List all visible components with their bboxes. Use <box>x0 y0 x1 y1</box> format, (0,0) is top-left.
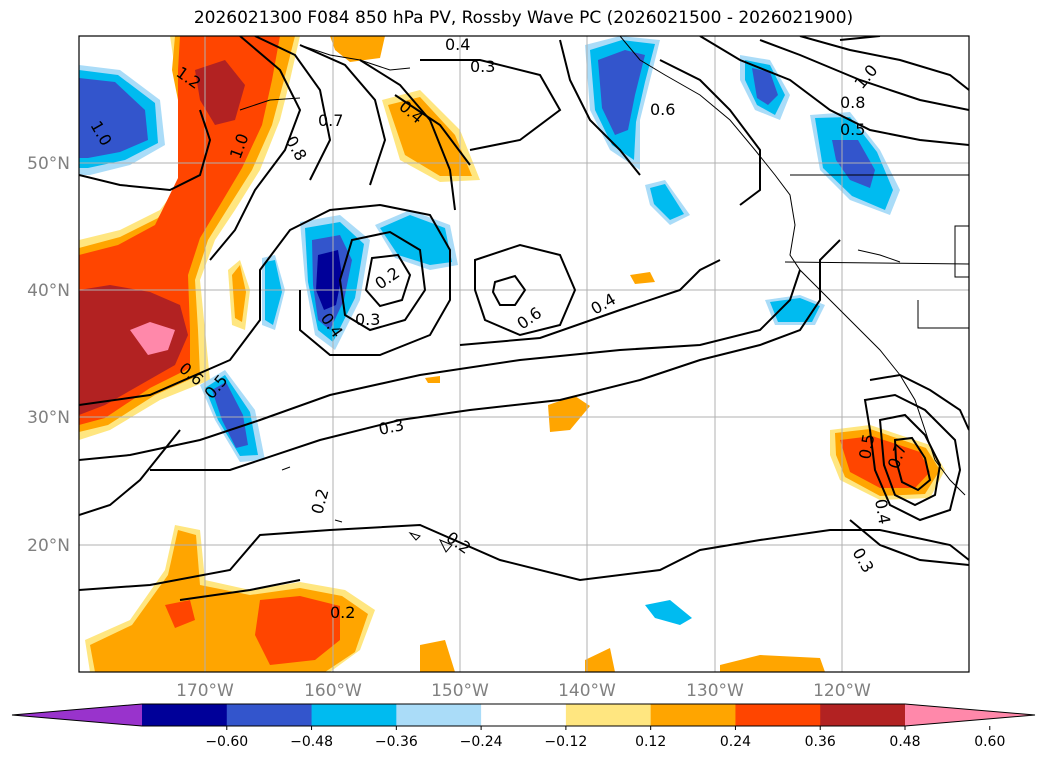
colorbar: −0.60 −0.48 −0.36 −0.24 −0.12 0.12 0.24 0.36 0.4… <box>11 703 1036 750</box>
pc-negative-sw-blue <box>212 382 248 448</box>
colorbar-tick-label: −0.36 <box>375 734 418 750</box>
colorbar-segment <box>142 704 228 726</box>
contour-label: 0.3 <box>470 57 495 76</box>
pc-negative-east-of-center-cyan <box>380 215 452 265</box>
contour-label: 0.5 <box>855 432 878 460</box>
pc-positive-blob-a-orange <box>232 265 246 322</box>
pc-positive-small-1 <box>548 396 590 432</box>
colorbar-outline <box>11 703 1036 727</box>
pc-negative-south-small <box>645 600 692 625</box>
pc-negative-ca-cyan <box>770 298 820 322</box>
contour-label: 0.6 <box>650 100 675 119</box>
map-frame <box>78 35 970 673</box>
contour-label: 0.4 <box>445 35 470 54</box>
pc-positive-top <box>330 36 385 62</box>
colorbar-tick-label: −0.60 <box>205 734 248 750</box>
pc-positive-west-darkred-north <box>195 60 245 125</box>
graticule <box>79 36 969 672</box>
pc-negative-mid-small-cyan <box>650 184 684 220</box>
colorbar-extend-low <box>12 704 142 726</box>
lon-label: 160°W <box>304 681 362 701</box>
contour-label: 0.3 <box>355 310 380 329</box>
pc-positive-south-small <box>420 640 455 672</box>
contour-label: 0.5 <box>840 120 865 139</box>
lat-label: 30°N <box>27 408 70 428</box>
pv-contours <box>79 36 969 601</box>
lat-label: 20°N <box>27 536 70 556</box>
contour-label: 0.7 <box>318 111 343 130</box>
colorbar-tick-label: 0.12 <box>635 734 666 750</box>
pc-positive-west-darkred <box>79 285 188 415</box>
lon-label: 140°W <box>558 681 616 701</box>
colorbar-extend-high <box>905 704 1035 726</box>
colorbar-segment <box>311 704 397 726</box>
colorbar-tick-label: 0.48 <box>889 734 920 750</box>
pc-positive-gulf-orange <box>388 97 472 176</box>
lon-label: 170°W <box>176 681 234 701</box>
pc-positive-south-small-3 <box>720 655 825 672</box>
pc-negative-alaska-blue <box>598 50 645 135</box>
colorbar-tick-label: 0.60 <box>974 734 1005 750</box>
pc-positive-south-red-2 <box>165 600 195 628</box>
pc-positive-west-pink <box>130 322 175 355</box>
colorbar-tick-label: −0.48 <box>290 734 333 750</box>
lat-label: 40°N <box>27 281 70 301</box>
colorbar-tick-label: −0.24 <box>460 734 503 750</box>
pc-negative-canada-blue <box>752 68 778 105</box>
lon-label: 130°W <box>686 681 744 701</box>
pc-negative-w-side-cyan <box>265 260 282 325</box>
pc-positive-south-red <box>255 596 340 665</box>
colorbar-segment <box>396 704 482 726</box>
pc-positive-small-3 <box>425 376 440 383</box>
lon-label: 120°W <box>813 681 871 701</box>
pc-shading <box>79 36 945 672</box>
pc-positive-south-small-2 <box>585 648 615 672</box>
pc-negative-nw-blue <box>79 78 148 158</box>
colorbar-segment <box>481 704 567 726</box>
contour-label: 0.8 <box>840 93 865 112</box>
colorbar-segment <box>650 704 736 726</box>
lat-label: 50°N <box>27 154 70 174</box>
pc-negative-bc-blue <box>832 140 875 188</box>
colorbar-tick-label: 0.36 <box>805 734 836 750</box>
contour-label: 0.3 <box>377 415 406 439</box>
colorbar-segment <box>735 704 821 726</box>
colorbar-segment <box>820 704 906 726</box>
pc-negative-center-navy <box>316 250 342 310</box>
lon-labels: 170°W 160°W 150°W 140°W 130°W 120°W <box>176 681 871 701</box>
pc-positive-small-2 <box>630 272 655 284</box>
colorbar-tick-label: 0.24 <box>720 734 751 750</box>
lon-label: 150°W <box>431 681 489 701</box>
colorbar-segment <box>226 704 313 726</box>
lat-labels: 50°N 40°N 30°N 20°N <box>27 154 70 556</box>
colorbar-segment <box>565 704 652 726</box>
contour-label: 0.4 <box>871 497 894 525</box>
colorbar-tick-label: −0.12 <box>544 734 587 750</box>
pc-positive-baja-red <box>840 436 930 488</box>
map-title: 2026021300 F084 850 hPa PV, Rossby Wave … <box>193 8 854 28</box>
contour-label: 0.2 <box>330 603 355 622</box>
